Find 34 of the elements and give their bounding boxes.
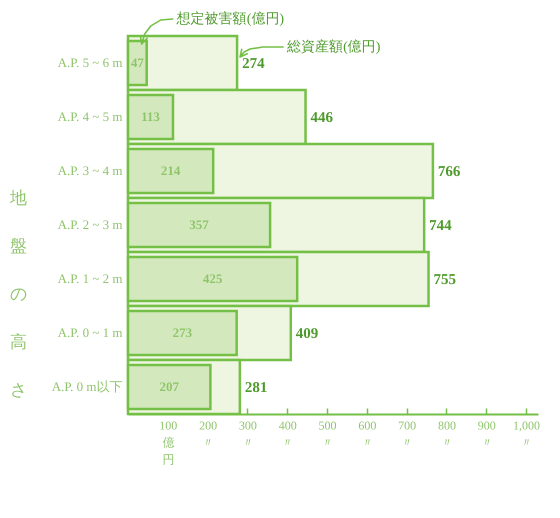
x-tick-label: 700 〃 <box>398 418 416 450</box>
text: 地盤の高さ <box>10 188 27 400</box>
data-label: 274 <box>242 56 266 72</box>
data-label: 113 <box>141 109 160 124</box>
x-tick-label: 800 〃 <box>438 418 456 450</box>
data-label: 273 <box>172 325 193 340</box>
data-label: 755 <box>434 272 456 288</box>
x-tick-label: 1,000 〃 <box>513 418 540 450</box>
data-label: 409 <box>296 326 318 342</box>
y-tick-label: A.P. 3 ~ 4 m <box>58 163 122 178</box>
data-label: 357 <box>189 217 210 232</box>
data-label: 207 <box>159 379 180 394</box>
y-tick-label: A.P. 0 ~ 1 m <box>58 325 122 340</box>
y-tick-label: A.P. 5 ~ 6 m <box>58 55 122 70</box>
data-label: 766 <box>438 164 461 180</box>
x-tick-label: 900 〃 <box>478 418 496 450</box>
y-tick-label: A.P. 2 ~ 3 m <box>58 217 122 232</box>
x-tick-label: 200 〃 <box>199 418 218 450</box>
data-label: 425 <box>202 271 223 286</box>
x-tick-label: 100 億円 <box>159 418 178 466</box>
x-tick-label: 600 〃 <box>358 418 376 450</box>
data-label: 281 <box>244 380 268 396</box>
y-tick-label: A.P. 0 m以下 <box>52 379 122 394</box>
y-tick-label: A.P. 4 ~ 5 m <box>58 109 122 124</box>
x-tick-label: 300 〃 <box>238 418 257 450</box>
x-tick-label: 500 〃 <box>318 418 337 450</box>
data-label: 47 <box>130 55 144 70</box>
y-tick-label: A.P. 1 ~ 2 m <box>58 271 122 286</box>
text: 想定被害額(億円) <box>176 11 284 27</box>
x-tick-label: 400 〃 <box>278 418 297 450</box>
data-label: 214 <box>160 163 181 178</box>
text: 総資産額(億円) <box>286 39 381 55</box>
data-label: 744 <box>429 218 452 234</box>
data-label: 446 <box>310 110 334 126</box>
